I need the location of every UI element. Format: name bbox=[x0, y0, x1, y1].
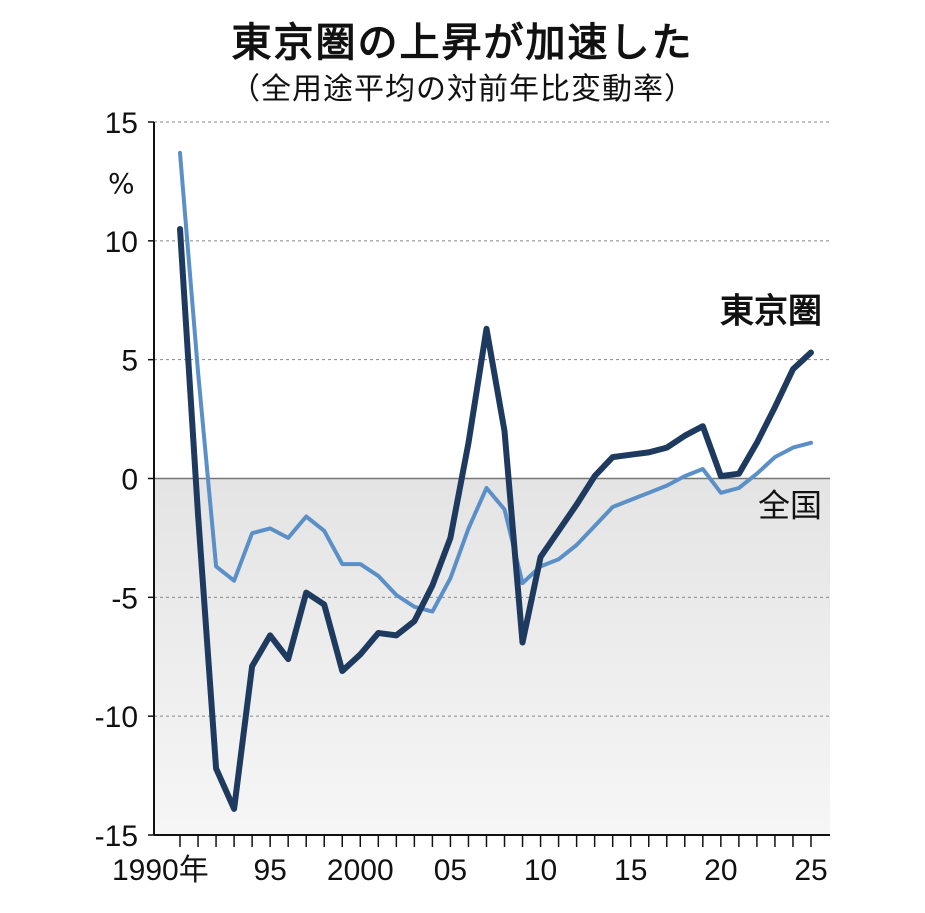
x-tick-label: 2000 bbox=[327, 854, 394, 887]
x-tick-label: 1990年 bbox=[112, 854, 209, 887]
negative-region-shade bbox=[154, 478, 830, 835]
y-tick-label: 5 bbox=[121, 345, 138, 378]
x-tick-label: 10 bbox=[524, 854, 557, 887]
axes bbox=[148, 121, 830, 847]
series-label-tokyo: 東京圏 bbox=[720, 292, 822, 332]
y-tick-label: 0 bbox=[121, 464, 138, 497]
x-tick-label: 25 bbox=[794, 854, 827, 887]
series-label-zenkoku: 全国 bbox=[758, 487, 822, 525]
y-tick-label: 10 bbox=[105, 226, 138, 259]
x-tick-label: 20 bbox=[704, 854, 737, 887]
y-unit-label: % bbox=[108, 167, 135, 200]
series-lines bbox=[177, 150, 814, 812]
y-tick-labels: 15 10 5 0 -5 -10 -15 bbox=[95, 107, 138, 853]
chart-title: 東京圏の上昇が加速した bbox=[231, 20, 694, 66]
y-tick-label: -15 bbox=[95, 820, 138, 853]
x-tick-label: 95 bbox=[253, 854, 286, 887]
chart-subtitle: （全用途平均の対前年比変動率） bbox=[230, 72, 695, 107]
y-tick-label: 15 bbox=[105, 107, 138, 140]
series-line-zenkoku bbox=[178, 150, 813, 614]
y-tick-label: -10 bbox=[95, 701, 138, 734]
x-tick-labels: 1990年 95 2000 05 10 15 20 25 bbox=[112, 854, 828, 887]
y-tick-label: -5 bbox=[111, 582, 138, 615]
x-tick-label: 05 bbox=[434, 854, 467, 887]
series-line-tokyo bbox=[177, 226, 814, 812]
x-tick-label: 15 bbox=[614, 854, 647, 887]
